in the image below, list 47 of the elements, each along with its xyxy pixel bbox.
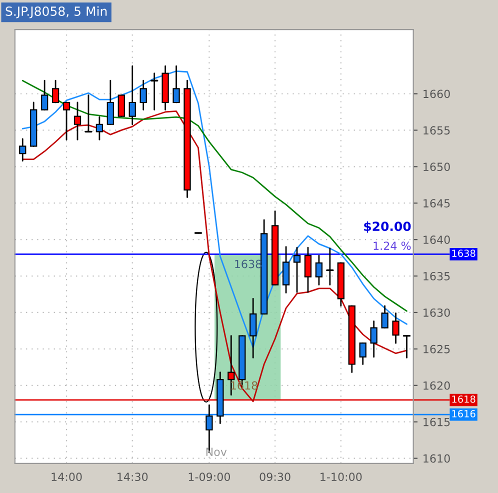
candlestick [106, 80, 114, 126]
candlestick [172, 65, 180, 104]
x-tick-label: 1-09:00 [188, 472, 230, 482]
candlestick [118, 94, 125, 118]
candlestick [315, 254, 323, 286]
ref-line-label: 1618 [452, 395, 476, 403]
candlestick [402, 334, 411, 358]
ref-line-label: 1638 [452, 250, 476, 257]
x-tick-label: 14:30 [118, 472, 148, 482]
candlestick [140, 80, 147, 110]
x-tick-label: 1-10:00 [320, 472, 362, 482]
annotation: Nov [206, 448, 227, 456]
candlestick [19, 138, 26, 162]
candlestick [304, 246, 312, 293]
candlestick [84, 94, 92, 132]
candlestick [62, 102, 70, 140]
candlestick [293, 246, 301, 293]
candlestick [52, 80, 60, 104]
y-tick-label: 1650 [424, 162, 450, 172]
y-tick-label: 1615 [424, 418, 450, 426]
candlestick [381, 305, 388, 328]
ref-line-label: 1616 [452, 410, 476, 418]
chart-title: S.JP.J8058, 5 Min [6, 6, 107, 18]
y-tick-label: 1635 [424, 272, 450, 280]
y-tick-label: 1660 [424, 90, 450, 98]
candlestick [41, 80, 48, 110]
candlestick [359, 342, 366, 365]
annotation: 1.24 % [374, 242, 411, 250]
candlestick [370, 320, 378, 358]
y-tick-label: 1620 [424, 381, 450, 390]
candlestick [74, 102, 82, 140]
candlestick [150, 72, 158, 110]
x-tick-label: 09:30 [260, 472, 290, 482]
annotation: $20.00 [364, 221, 411, 233]
candlestick [96, 116, 104, 140]
y-tick-label: 1625 [424, 344, 450, 354]
candlestick [282, 246, 290, 294]
y-tick-label: 1655 [424, 126, 450, 135]
y-tick-label: 1640 [424, 236, 450, 244]
candlestick [326, 248, 334, 286]
x-tick-label: 14:00 [52, 472, 82, 482]
candlestick [250, 298, 257, 358]
y-tick-label: 1610 [424, 454, 450, 463]
candlestick [128, 65, 136, 126]
y-tick-label: 1630 [424, 308, 450, 317]
y-tick-label: 1645 [424, 199, 450, 208]
candlestick [392, 312, 400, 344]
